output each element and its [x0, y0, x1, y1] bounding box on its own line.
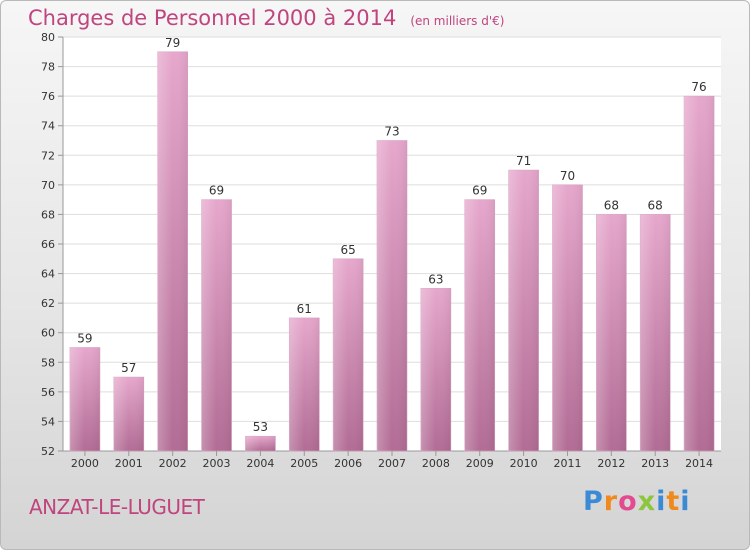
- x-tick-label: 2008: [422, 457, 450, 470]
- x-tick-label: 2004: [246, 457, 274, 470]
- y-tick-label: 52: [41, 445, 55, 458]
- chart-subtitle: (en milliers d'€): [410, 14, 505, 28]
- bar-value-label: 68: [604, 198, 619, 212]
- bar-value-label: 70: [560, 169, 575, 183]
- chart-title: Charges de Personnel 2000 à 2014: [28, 6, 397, 30]
- bar-shine: [201, 199, 232, 451]
- bar-shine: [377, 140, 407, 451]
- x-tick-label: 2005: [290, 457, 318, 470]
- x-tick-label: 2001: [115, 457, 143, 470]
- bar-shine: [157, 51, 188, 452]
- y-tick-label: 78: [41, 61, 55, 74]
- bar-value-label: 76: [691, 80, 706, 94]
- bar-value-label: 69: [472, 184, 487, 198]
- bar-shine: [640, 214, 671, 451]
- bar-value-label: 53: [253, 420, 268, 434]
- y-tick-label: 60: [41, 327, 55, 340]
- bar-value-label: 71: [516, 154, 531, 168]
- y-tick-label: 64: [41, 268, 55, 281]
- bar-shine: [289, 317, 320, 451]
- x-tick-label: 2009: [466, 457, 494, 470]
- y-tick-label: 72: [41, 149, 55, 162]
- bar-value-label: 65: [340, 243, 355, 257]
- x-tick-label: 2006: [334, 457, 362, 470]
- bar-value-label: 69: [209, 184, 224, 198]
- logo-letter: t: [666, 486, 681, 517]
- bar-shine: [464, 199, 495, 451]
- chart-title-block: Charges de Personnel 2000 à 2014 (en mill…: [28, 6, 504, 30]
- bar-shine: [245, 436, 276, 451]
- logo-letter: P: [583, 486, 604, 517]
- y-tick-label: 62: [41, 297, 55, 310]
- proxiti-logo: Proxiti: [583, 486, 691, 517]
- y-tick-label: 76: [41, 90, 55, 103]
- logo-letter: r: [603, 486, 619, 517]
- logo-letter: i: [680, 486, 691, 517]
- bar-shine: [69, 347, 100, 451]
- bar-shine: [333, 258, 364, 451]
- bar-shine: [684, 96, 715, 452]
- bar-shine: [113, 377, 144, 451]
- bar-value-label: 61: [297, 302, 312, 316]
- y-tick-label: 68: [41, 208, 55, 221]
- bar-value-label: 59: [77, 332, 92, 346]
- bar-value-label: 79: [165, 36, 180, 50]
- location-label: ANZAT-LE-LUGUET: [29, 495, 205, 519]
- logo-letter: x: [637, 486, 657, 517]
- logo-letter: i: [656, 486, 667, 517]
- bar-value-label: 63: [428, 272, 443, 286]
- bar-shine: [508, 170, 539, 452]
- y-tick-label: 54: [41, 415, 55, 428]
- x-tick-label: 2002: [159, 457, 187, 470]
- y-tick-label: 70: [41, 179, 55, 192]
- bar-value-label: 68: [648, 198, 663, 212]
- x-tick-label: 2000: [71, 457, 99, 470]
- bar-value-label: 73: [384, 125, 399, 139]
- y-tick-label: 80: [41, 31, 55, 44]
- x-tick-label: 2014: [685, 457, 713, 470]
- y-tick-label: 66: [41, 238, 55, 251]
- x-tick-label: 2013: [641, 457, 669, 470]
- x-tick-label: 2007: [378, 457, 406, 470]
- y-tick-label: 74: [41, 120, 55, 133]
- x-tick-label: 2003: [203, 457, 231, 470]
- bar-value-label: 57: [121, 361, 136, 375]
- y-tick-label: 58: [41, 356, 55, 369]
- x-tick-label: 2011: [553, 457, 581, 470]
- bar-shine: [552, 184, 583, 451]
- bar-shine: [420, 288, 451, 451]
- x-tick-label: 2010: [510, 457, 538, 470]
- x-tick-label: 2012: [597, 457, 625, 470]
- bar-shine: [596, 214, 627, 451]
- y-tick-label: 56: [41, 386, 55, 399]
- logo-letter: o: [618, 486, 638, 517]
